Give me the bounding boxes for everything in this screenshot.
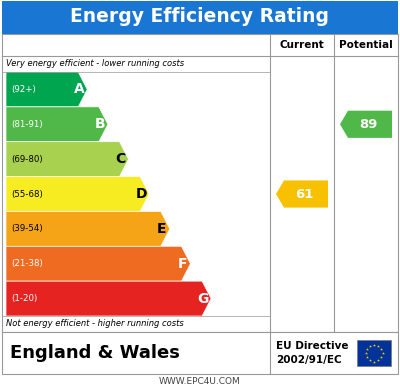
- Text: Very energy efficient - lower running costs: Very energy efficient - lower running co…: [6, 59, 184, 69]
- Bar: [2, 332, 398, 374]
- Text: Energy Efficiency Rating: Energy Efficiency Rating: [70, 7, 330, 26]
- Text: (1-20): (1-20): [11, 294, 37, 303]
- Text: EU Directive
2002/91/EC: EU Directive 2002/91/EC: [276, 341, 348, 365]
- Polygon shape: [6, 177, 149, 211]
- Text: B: B: [94, 117, 105, 131]
- Polygon shape: [6, 142, 128, 177]
- Text: WWW.EPC4U.COM: WWW.EPC4U.COM: [159, 376, 241, 386]
- Text: A: A: [74, 82, 85, 97]
- Text: (39-54): (39-54): [11, 224, 43, 233]
- Text: Current: Current: [280, 40, 324, 50]
- Text: E: E: [157, 222, 166, 236]
- Bar: [357, 340, 391, 366]
- Polygon shape: [6, 107, 108, 142]
- Polygon shape: [276, 180, 328, 208]
- Text: (55-68): (55-68): [11, 189, 43, 199]
- Text: (21-38): (21-38): [11, 259, 43, 268]
- Text: England & Wales: England & Wales: [10, 344, 180, 362]
- Text: (69-80): (69-80): [11, 155, 43, 164]
- Text: Not energy efficient - higher running costs: Not energy efficient - higher running co…: [6, 319, 184, 329]
- Polygon shape: [6, 281, 211, 316]
- Polygon shape: [6, 211, 170, 246]
- Polygon shape: [6, 246, 190, 281]
- Text: F: F: [178, 257, 187, 271]
- Bar: [2, 34, 398, 332]
- Text: D: D: [136, 187, 147, 201]
- Polygon shape: [340, 111, 392, 138]
- Text: G: G: [197, 291, 209, 306]
- Text: 61: 61: [295, 187, 313, 201]
- Text: C: C: [115, 152, 126, 166]
- Text: 89: 89: [359, 118, 377, 131]
- Text: Potential: Potential: [339, 40, 393, 50]
- Text: (92+): (92+): [11, 85, 36, 94]
- Text: (81-91): (81-91): [11, 120, 43, 129]
- Polygon shape: [6, 72, 87, 107]
- Bar: [2, 1, 398, 34]
